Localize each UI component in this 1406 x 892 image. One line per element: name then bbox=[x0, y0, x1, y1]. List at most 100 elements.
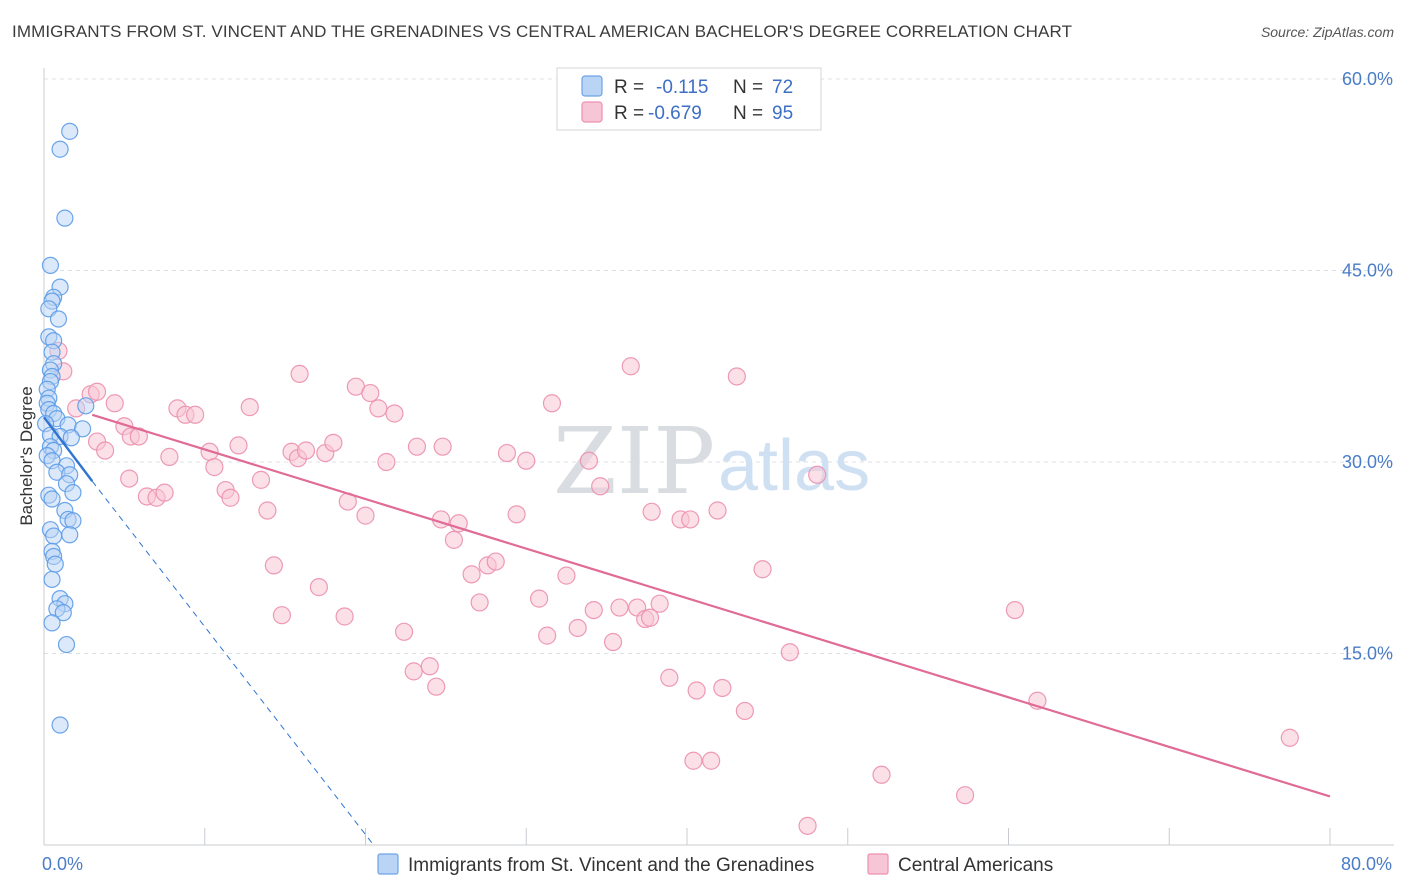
watermark-zip: ZIP bbox=[553, 408, 715, 515]
legend-r-value-2: -0.679 bbox=[648, 103, 702, 124]
data-point-central-americans bbox=[296, 441, 316, 460]
y-tick-labels: 15.0% 30.0% 45.0% 60.0% bbox=[1342, 69, 1393, 664]
data-point-central-americans bbox=[95, 441, 115, 460]
bottom-legend: Immigrants from St. Vincent and the Gren… bbox=[377, 853, 1053, 876]
data-point-central-americans bbox=[462, 565, 481, 584]
data-point-st-vincent bbox=[77, 397, 95, 415]
data-point-st-vincent bbox=[61, 526, 79, 544]
data-point-central-americans bbox=[221, 488, 240, 507]
series-central-americans bbox=[49, 341, 1299, 835]
data-point-central-americans bbox=[603, 632, 623, 652]
legend-swatch-blue bbox=[581, 75, 603, 97]
grid bbox=[44, 78, 1394, 654]
data-point-central-americans bbox=[205, 458, 224, 477]
data-point-central-americans bbox=[542, 394, 562, 413]
legend-swatch-pink bbox=[581, 101, 603, 123]
data-point-st-vincent bbox=[57, 635, 76, 654]
data-point-central-americans bbox=[160, 447, 179, 466]
data-point-central-americans bbox=[1005, 600, 1025, 620]
data-point-st-vincent bbox=[46, 555, 64, 573]
data-point-central-americans bbox=[404, 662, 423, 681]
data-point-central-americans bbox=[579, 451, 599, 470]
legend-r-label-2: R = bbox=[614, 103, 644, 124]
data-point-central-americans bbox=[420, 657, 439, 676]
data-point-central-americans bbox=[507, 505, 526, 524]
data-point-st-vincent bbox=[43, 570, 61, 589]
data-point-central-americans bbox=[621, 357, 640, 376]
data-point-central-americans bbox=[568, 618, 587, 638]
watermark: ZIP atlas bbox=[553, 408, 870, 515]
data-point-central-americans bbox=[377, 452, 396, 472]
data-point-central-americans bbox=[584, 600, 603, 620]
trend-line-st-vincent-extension bbox=[91, 480, 374, 846]
data-point-central-americans bbox=[229, 436, 248, 455]
data-point-st-vincent bbox=[41, 256, 60, 274]
data-point-central-americans bbox=[155, 483, 174, 502]
x-tick-label-max: 80.0% bbox=[1341, 854, 1392, 874]
data-point-central-americans bbox=[369, 399, 388, 418]
data-point-central-americans bbox=[444, 530, 464, 549]
data-point-central-americans bbox=[557, 566, 576, 585]
data-point-st-vincent bbox=[45, 527, 63, 545]
data-point-central-americans bbox=[660, 668, 679, 687]
data-point-central-americans bbox=[684, 751, 703, 770]
data-point-central-americans bbox=[470, 593, 489, 612]
data-point-st-vincent bbox=[62, 429, 80, 447]
trend-line-st-vincent bbox=[43, 416, 94, 482]
legend-n-label-1: N = bbox=[733, 77, 763, 98]
data-point-central-americans bbox=[530, 589, 549, 608]
legend-n-value-1: 72 bbox=[772, 77, 793, 98]
trend-lines bbox=[43, 413, 1331, 846]
legend-n-label-2: N = bbox=[733, 103, 763, 124]
data-point-st-vincent bbox=[64, 484, 82, 502]
data-point-central-americans bbox=[808, 465, 827, 484]
data-point-central-americans bbox=[538, 626, 557, 645]
data-point-central-americans bbox=[727, 367, 746, 386]
data-point-central-americans bbox=[240, 398, 259, 417]
data-point-central-americans bbox=[872, 765, 891, 784]
y-axis-label: Bachelor's Degree bbox=[17, 386, 36, 525]
x-tick-label-min: 0.0% bbox=[42, 854, 83, 874]
y-tick-label: 60.0% bbox=[1342, 69, 1393, 89]
data-point-central-americans bbox=[309, 578, 328, 597]
data-point-central-americans bbox=[105, 394, 124, 413]
data-point-st-vincent bbox=[56, 209, 74, 227]
data-point-central-americans bbox=[186, 405, 205, 424]
y-tick-label: 30.0% bbox=[1342, 452, 1393, 472]
data-point-central-americans bbox=[290, 364, 309, 384]
data-point-st-vincent bbox=[61, 122, 79, 140]
data-point-central-americans bbox=[486, 552, 505, 571]
data-point-central-americans bbox=[708, 501, 727, 520]
data-point-central-americans bbox=[335, 607, 354, 626]
data-point-central-americans bbox=[642, 502, 661, 521]
bottom-legend-label-blue: Immigrants from St. Vincent and the Gren… bbox=[408, 855, 814, 876]
data-point-central-americans bbox=[780, 643, 799, 662]
data-point-st-vincent bbox=[43, 614, 61, 632]
x-ticks bbox=[43, 828, 1331, 845]
data-point-central-americans bbox=[385, 404, 404, 423]
y-tick-label: 45.0% bbox=[1342, 261, 1393, 281]
data-point-st-vincent bbox=[54, 604, 72, 622]
legend-r-label-1: R = bbox=[614, 77, 644, 98]
legend: R = -0.115 N = 72 R = -0.679 N = 95 bbox=[556, 67, 822, 131]
data-point-central-americans bbox=[129, 427, 148, 446]
data-point-central-americans bbox=[361, 383, 380, 403]
data-point-central-americans bbox=[517, 451, 536, 470]
data-point-central-americans bbox=[735, 701, 754, 721]
source-label: Source: ZipAtlas.com bbox=[1260, 24, 1394, 40]
trend-line-central-americans bbox=[91, 413, 1331, 798]
data-point-central-americans bbox=[356, 506, 375, 525]
legend-n-value-2: 95 bbox=[772, 103, 793, 124]
data-point-central-americans bbox=[87, 382, 107, 401]
data-point-central-americans bbox=[264, 556, 283, 575]
data-point-central-americans bbox=[591, 477, 610, 496]
data-point-central-americans bbox=[497, 443, 517, 463]
data-point-central-americans bbox=[681, 510, 700, 529]
data-point-st-vincent bbox=[64, 512, 82, 530]
data-point-central-americans bbox=[324, 433, 343, 452]
data-point-central-americans bbox=[251, 470, 271, 489]
data-point-central-americans bbox=[702, 751, 721, 770]
data-point-st-vincent bbox=[73, 420, 92, 438]
bottom-legend-swatch-pink bbox=[867, 853, 889, 875]
data-point-central-americans bbox=[433, 437, 452, 456]
